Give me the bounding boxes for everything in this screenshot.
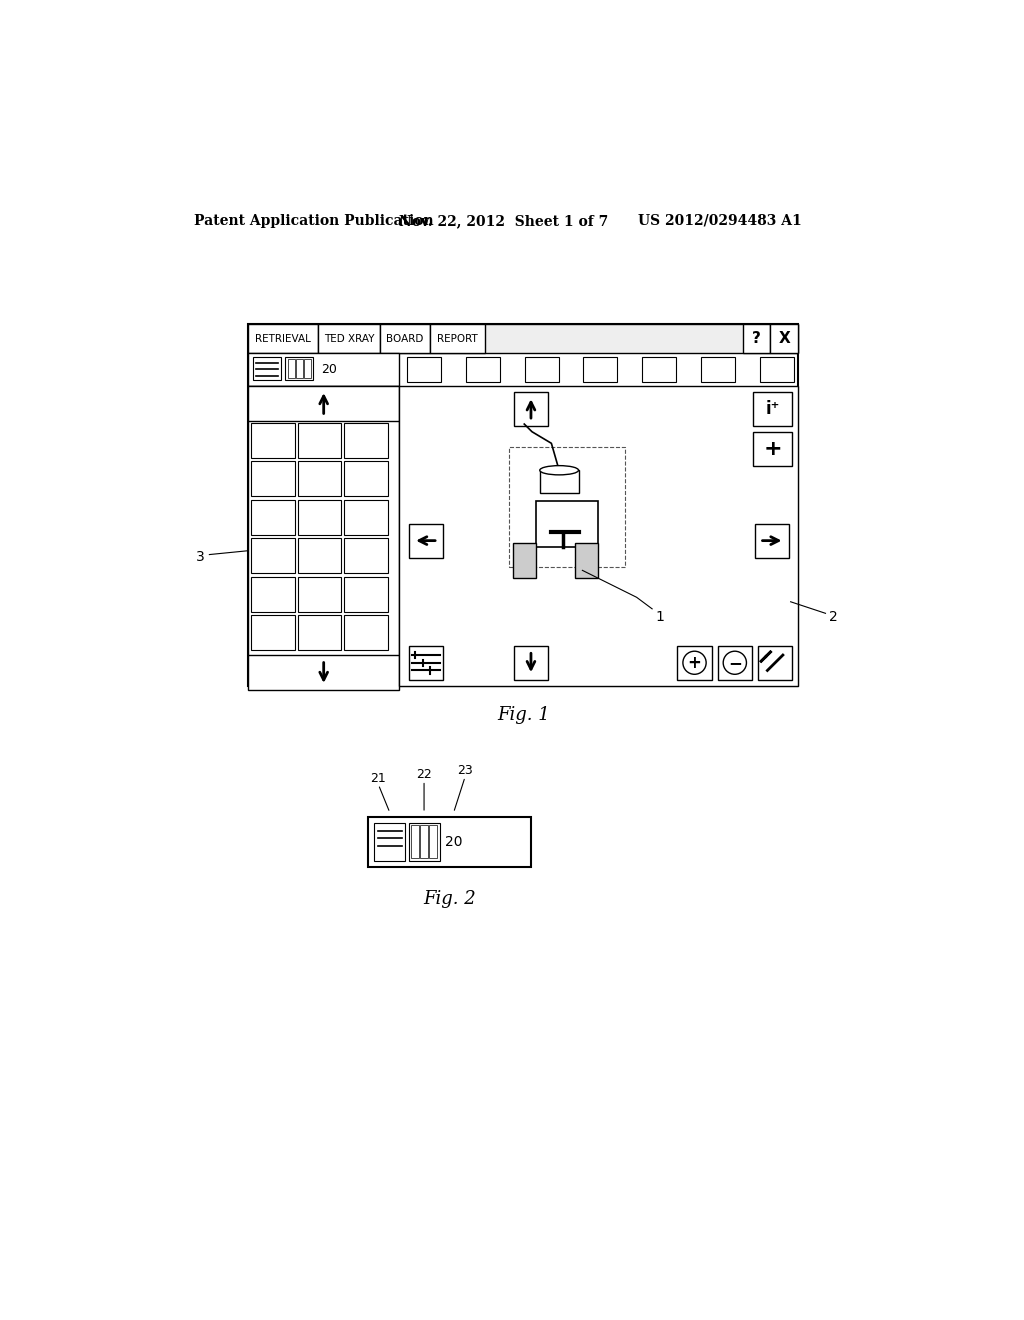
Bar [755, 524, 790, 557]
Bar [409, 524, 442, 557]
Bar [758, 645, 793, 680]
Bar [253, 358, 281, 380]
Text: 23: 23 [458, 764, 473, 777]
Bar [344, 499, 388, 535]
Bar [251, 615, 295, 651]
Bar [742, 323, 770, 354]
Bar [409, 822, 439, 861]
Bar [344, 422, 388, 458]
Bar [420, 825, 428, 858]
Bar [678, 645, 712, 680]
Bar [251, 461, 295, 496]
Bar [248, 323, 799, 354]
Bar [304, 359, 311, 378]
Text: +: + [687, 653, 701, 672]
Bar [296, 359, 303, 378]
Bar [536, 502, 598, 548]
Bar [407, 358, 441, 381]
Text: 3: 3 [196, 550, 205, 564]
Text: 20: 20 [444, 834, 462, 849]
Bar [251, 422, 295, 458]
Bar [584, 358, 617, 381]
Bar [509, 447, 625, 566]
Text: Patent Application Publication: Patent Application Publication [194, 214, 433, 228]
Bar [344, 615, 388, 651]
Bar [288, 359, 295, 378]
Bar [411, 825, 419, 858]
Bar [430, 323, 484, 354]
Bar [344, 577, 388, 612]
Text: Nov. 22, 2012  Sheet 1 of 7: Nov. 22, 2012 Sheet 1 of 7 [399, 214, 608, 228]
Bar [540, 470, 579, 494]
Text: 22: 22 [416, 768, 432, 781]
Bar [524, 358, 559, 381]
Bar [770, 323, 799, 354]
Text: Fig. 2: Fig. 2 [423, 890, 476, 908]
Bar [298, 539, 341, 573]
Bar [298, 499, 341, 535]
Text: 1: 1 [655, 610, 665, 623]
Bar [344, 461, 388, 496]
Text: BOARD: BOARD [386, 334, 424, 343]
Text: 20: 20 [321, 363, 337, 376]
Bar [429, 825, 437, 858]
Text: +: + [764, 438, 782, 458]
Bar [760, 358, 794, 381]
Bar [514, 645, 548, 680]
Bar [380, 323, 430, 354]
Text: 21: 21 [371, 772, 386, 785]
Bar [248, 385, 399, 686]
Bar [251, 539, 295, 573]
Bar [642, 358, 676, 381]
Text: 2: 2 [828, 610, 838, 624]
Circle shape [683, 651, 707, 675]
Text: X: X [778, 331, 791, 346]
Bar [754, 432, 793, 466]
Ellipse shape [540, 466, 579, 475]
Bar [298, 422, 341, 458]
Bar [248, 655, 399, 690]
Bar [248, 323, 799, 686]
Bar [514, 392, 548, 425]
Bar [298, 461, 341, 496]
Bar [513, 544, 536, 578]
Circle shape [723, 651, 746, 675]
Bar [574, 544, 598, 578]
Bar [344, 539, 388, 573]
Bar [466, 358, 500, 381]
Bar [251, 577, 295, 612]
Bar [248, 354, 399, 385]
Bar [700, 358, 735, 381]
Bar [375, 822, 406, 861]
Bar [248, 323, 317, 354]
Bar [248, 385, 399, 421]
Bar [251, 499, 295, 535]
Text: ?: ? [752, 331, 761, 346]
Bar [409, 645, 442, 680]
Bar [369, 817, 531, 867]
Text: −: − [728, 653, 741, 672]
Text: REPORT: REPORT [437, 334, 478, 343]
Bar [317, 323, 380, 354]
Text: US 2012/0294483 A1: US 2012/0294483 A1 [638, 214, 802, 228]
Text: Fig. 1: Fig. 1 [497, 706, 550, 725]
Text: TED XRAY: TED XRAY [324, 334, 374, 343]
Bar [399, 385, 799, 686]
Bar [286, 358, 313, 380]
Bar [298, 577, 341, 612]
Bar [718, 645, 752, 680]
Text: i⁺: i⁺ [766, 400, 780, 417]
Text: RETRIEVAL: RETRIEVAL [255, 334, 311, 343]
Bar [298, 615, 341, 651]
Bar [754, 392, 793, 425]
